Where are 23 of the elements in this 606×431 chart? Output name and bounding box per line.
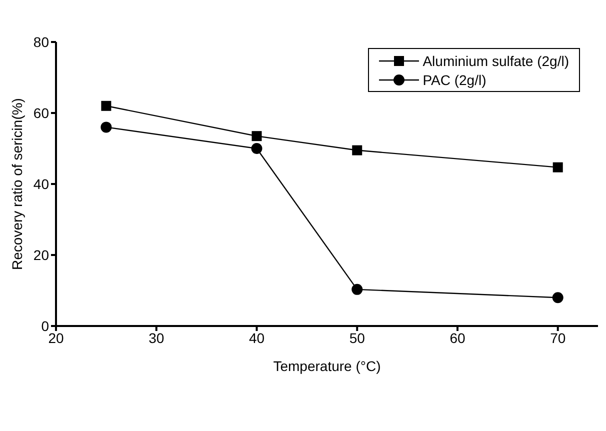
- x-tick-label: 60: [450, 330, 466, 346]
- y-tick-label: 60: [33, 104, 50, 121]
- point: [251, 143, 262, 154]
- y-tick-label: 20: [33, 246, 50, 263]
- x-tick-label: 20: [48, 330, 64, 346]
- point: [352, 145, 362, 156]
- x-tick-label: 30: [148, 330, 164, 346]
- y-tick-label: 0: [41, 318, 50, 334]
- x-tick-label: 40: [248, 330, 265, 346]
- x-tick-label: 50: [349, 330, 366, 346]
- y-axis-title: Recovery ratio of sericin(%): [9, 98, 25, 270]
- point: [552, 162, 563, 172]
- point: [252, 131, 262, 142]
- legend-label: Aluminium sulfate (2g/l): [422, 52, 569, 68]
- x-axis-title: Temperature (°C): [273, 358, 381, 374]
- point: [352, 284, 363, 295]
- point: [100, 122, 112, 133]
- point: [101, 100, 112, 111]
- legend-label: PAC (2g/l): [422, 72, 486, 88]
- point: [552, 292, 564, 304]
- y-tick-label: 80: [33, 34, 50, 50]
- y-tick-label: 40: [33, 176, 50, 192]
- x-tick-label: 70: [550, 330, 566, 346]
